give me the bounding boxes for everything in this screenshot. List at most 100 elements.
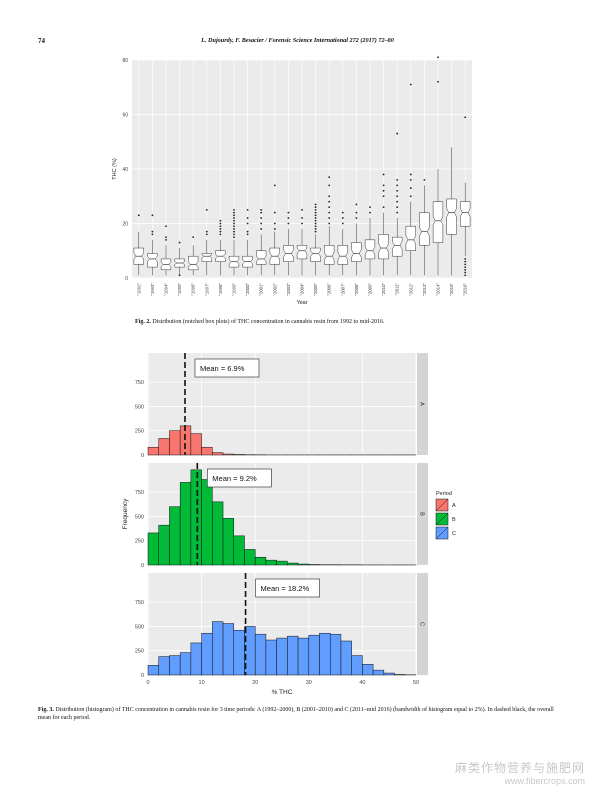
notched-box [460,201,471,227]
x-tick-label: "2007" [340,283,345,296]
outlier-point [328,222,331,225]
outlier-point [328,217,331,219]
histogram-bar [297,563,310,566]
outlier-point [437,80,439,83]
y-tick-label: 0 [141,673,144,679]
x-tick-label: 50 [413,680,419,686]
notched-box [405,225,416,251]
y-tick-label: 250 [135,539,144,545]
outlier-point [341,211,344,214]
histogram-bar [169,655,181,676]
outlier-point [328,195,331,198]
outlier-point [233,214,235,217]
notched-box [419,212,430,246]
notched-box [201,253,212,262]
figure-2-caption-label: Fig. 2. [135,319,151,325]
outlier-point [273,222,276,225]
histogram-bar [179,482,192,566]
outlier-point [314,230,317,233]
histogram-bar [276,560,288,566]
y-tick-label: 40 [122,167,128,173]
x-tick-label: "1992" [136,283,141,296]
outlier-point [328,184,331,187]
outlier-point [369,211,371,214]
outlier-point [260,228,263,230]
outlier-point [287,222,290,225]
histogram-bar [372,669,385,676]
x-tick-label: "2006" [327,283,332,296]
outlier-point [314,214,317,217]
outlier-point [151,233,154,236]
y-tick-label: 0 [141,563,144,569]
outlier-point [396,206,399,209]
x-tick-label: "2004" [300,283,305,296]
outlier-point [233,211,235,214]
histogram-bar [201,446,213,456]
x-tick-label: "2000" [245,283,250,296]
outlier-point [409,173,412,176]
outlier-point [409,187,412,189]
histogram-bar [158,656,170,676]
outlier-point [314,228,317,230]
histogram-bar [158,524,170,566]
x-tick-label: "2009" [368,283,373,296]
outlier-point [233,236,235,239]
y-tick-label: 60 [122,113,128,119]
outlier-point [246,208,249,211]
mean-label: Mean = 9.2% [212,474,257,483]
histogram-bar [190,642,202,676]
outlier-point [464,274,467,277]
histogram-bar [169,430,181,456]
x-tick-label: "2001" [259,283,264,296]
histogram-bar [265,639,277,676]
x-tick-label: 0 [146,680,149,686]
notched-box [378,234,389,260]
outlier-point [341,222,344,225]
outlier-point [437,56,439,59]
page-header: 74 L. Dujourdy, F. Besacier / Forensic S… [0,37,595,49]
outlier-point [369,206,371,209]
outlier-point [464,268,467,271]
histogram-bar [222,623,235,676]
outlier-point [219,222,222,225]
outlier-point [382,173,385,176]
histogram-bar [212,501,224,566]
watermark: 麻类作物营养与施肥网 www.fibercrops.com [455,759,585,786]
notched-box [188,255,199,271]
histogram-bar [212,621,224,676]
notched-box [256,250,267,265]
facet-strip [417,463,428,565]
histogram-bar [212,452,224,456]
x-tick-label: 20 [252,680,258,686]
outlier-point [219,225,222,228]
x-tick-label: "2005" [313,283,318,296]
x-tick-label: "2016" [463,283,468,296]
mean-label: Mean = 6.9% [200,364,245,373]
outlier-point [151,214,154,217]
outlier-point [396,195,399,198]
outlier-point [355,203,358,206]
outlier-point [233,230,235,233]
outlier-point [219,230,222,233]
outlier-point [301,208,303,211]
y-tick-label: 500 [135,404,144,410]
outlier-point [219,219,222,222]
outlier-point [233,219,235,222]
mean-label: Mean = 18.2% [261,584,310,593]
histogram-bar [201,632,213,676]
outlier-point [233,217,235,219]
outlier-point [328,176,331,179]
x-tick-label: "2011" [395,283,400,296]
outlier-point [205,208,208,211]
x-tick-label: "1995" [177,283,182,296]
outlier-point [246,230,249,233]
mean-label-box [207,468,272,488]
outlier-point [396,179,399,181]
outlier-point [382,195,385,198]
x-tick-label: "1996" [191,283,196,296]
histogram-bar [362,664,374,676]
legend-swatch-slash [435,498,449,512]
histogram-bar [383,672,395,676]
page-number: 74 [38,37,45,45]
histogram-bar [233,630,245,676]
